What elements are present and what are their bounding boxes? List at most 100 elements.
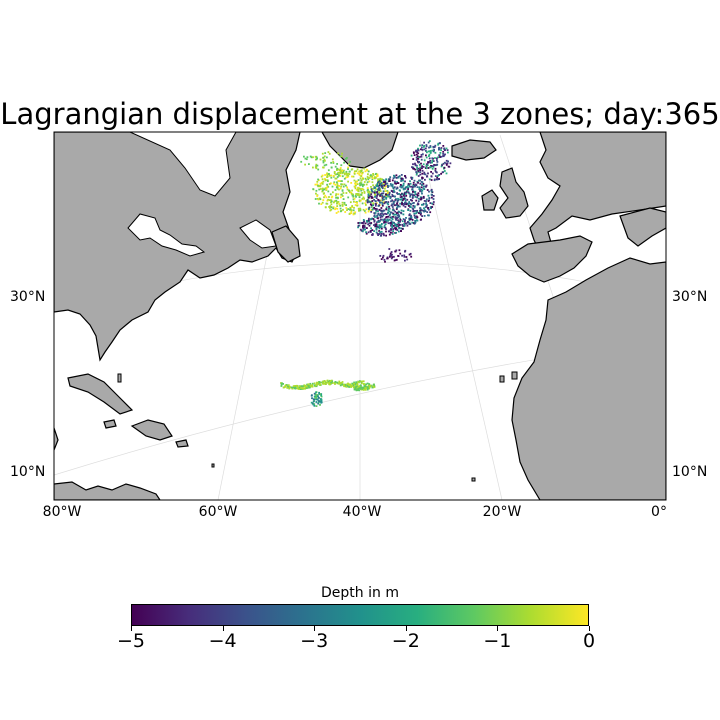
particle xyxy=(383,195,386,198)
particle xyxy=(328,206,330,208)
particle xyxy=(328,183,331,185)
lon-label-80w: 80°W xyxy=(42,504,82,520)
particle xyxy=(417,181,419,184)
particle xyxy=(416,196,418,199)
particle xyxy=(409,205,411,208)
particle xyxy=(338,180,340,182)
particle xyxy=(380,226,383,228)
particle xyxy=(383,221,386,223)
particle xyxy=(388,195,391,198)
particle xyxy=(385,196,388,199)
particle xyxy=(420,209,423,211)
particle xyxy=(436,163,439,166)
particle xyxy=(356,193,359,195)
particle xyxy=(372,383,375,386)
particle xyxy=(419,196,422,199)
particle xyxy=(282,386,285,389)
particle xyxy=(300,388,302,390)
particle xyxy=(421,165,423,168)
particle xyxy=(356,383,358,386)
particle xyxy=(315,189,318,192)
particle xyxy=(371,178,374,181)
particle xyxy=(391,199,393,202)
particle xyxy=(292,385,295,387)
particle xyxy=(357,226,359,229)
particle xyxy=(379,201,381,204)
particle xyxy=(431,206,434,208)
particle xyxy=(356,172,359,175)
particle xyxy=(428,155,430,157)
particle xyxy=(396,229,399,231)
particle xyxy=(386,192,388,195)
particle xyxy=(364,170,367,173)
particle xyxy=(409,216,412,219)
particle xyxy=(390,200,392,203)
particle xyxy=(445,164,448,166)
particle xyxy=(397,213,400,216)
particle xyxy=(421,189,424,192)
particle xyxy=(374,204,377,207)
particle xyxy=(367,193,370,196)
particle xyxy=(389,254,392,257)
particle xyxy=(410,255,413,258)
particle xyxy=(425,202,427,205)
particle xyxy=(380,234,383,237)
particle xyxy=(384,218,386,221)
particle xyxy=(426,164,429,167)
particle xyxy=(404,175,407,178)
particle xyxy=(294,387,297,390)
particle xyxy=(420,188,423,191)
particle xyxy=(362,220,365,223)
particle xyxy=(414,193,417,195)
particle xyxy=(374,184,377,187)
particle xyxy=(342,192,345,194)
particle xyxy=(370,188,373,191)
particle xyxy=(368,217,370,220)
particle xyxy=(387,201,390,203)
particle xyxy=(353,173,356,175)
particle xyxy=(365,383,367,386)
particle xyxy=(449,162,452,165)
particle xyxy=(339,187,342,190)
particle xyxy=(401,197,404,200)
particle xyxy=(339,175,342,177)
particle xyxy=(400,209,403,212)
particle xyxy=(398,224,401,226)
particle xyxy=(334,207,337,210)
particle xyxy=(435,170,437,173)
particle xyxy=(343,383,345,386)
particle xyxy=(421,144,424,147)
particle xyxy=(387,230,390,233)
particle xyxy=(327,169,330,172)
particle xyxy=(439,152,442,154)
particle xyxy=(349,201,352,204)
particle xyxy=(384,260,386,263)
particle xyxy=(434,167,437,170)
particle xyxy=(426,189,429,191)
particle xyxy=(336,381,339,384)
particle xyxy=(398,193,401,195)
particle xyxy=(411,221,414,224)
particle xyxy=(356,385,359,388)
particle xyxy=(365,231,367,234)
particle xyxy=(399,220,401,223)
particle xyxy=(370,218,372,221)
particle xyxy=(377,193,380,196)
particle xyxy=(432,201,435,203)
lon-label-0: 0° xyxy=(651,504,667,520)
particle xyxy=(370,192,373,194)
particle xyxy=(309,384,312,387)
particle xyxy=(365,208,368,211)
particle xyxy=(386,218,389,221)
particle xyxy=(411,178,413,180)
particle xyxy=(384,187,386,190)
particle xyxy=(411,176,414,179)
colorbar xyxy=(131,604,589,626)
particle xyxy=(417,212,420,214)
lat-label-10n-right: 10°N xyxy=(672,464,708,480)
great-lakes xyxy=(127,213,206,257)
land-ireland xyxy=(481,189,499,211)
particle xyxy=(442,162,445,165)
particle xyxy=(392,230,394,232)
particle xyxy=(438,148,440,151)
